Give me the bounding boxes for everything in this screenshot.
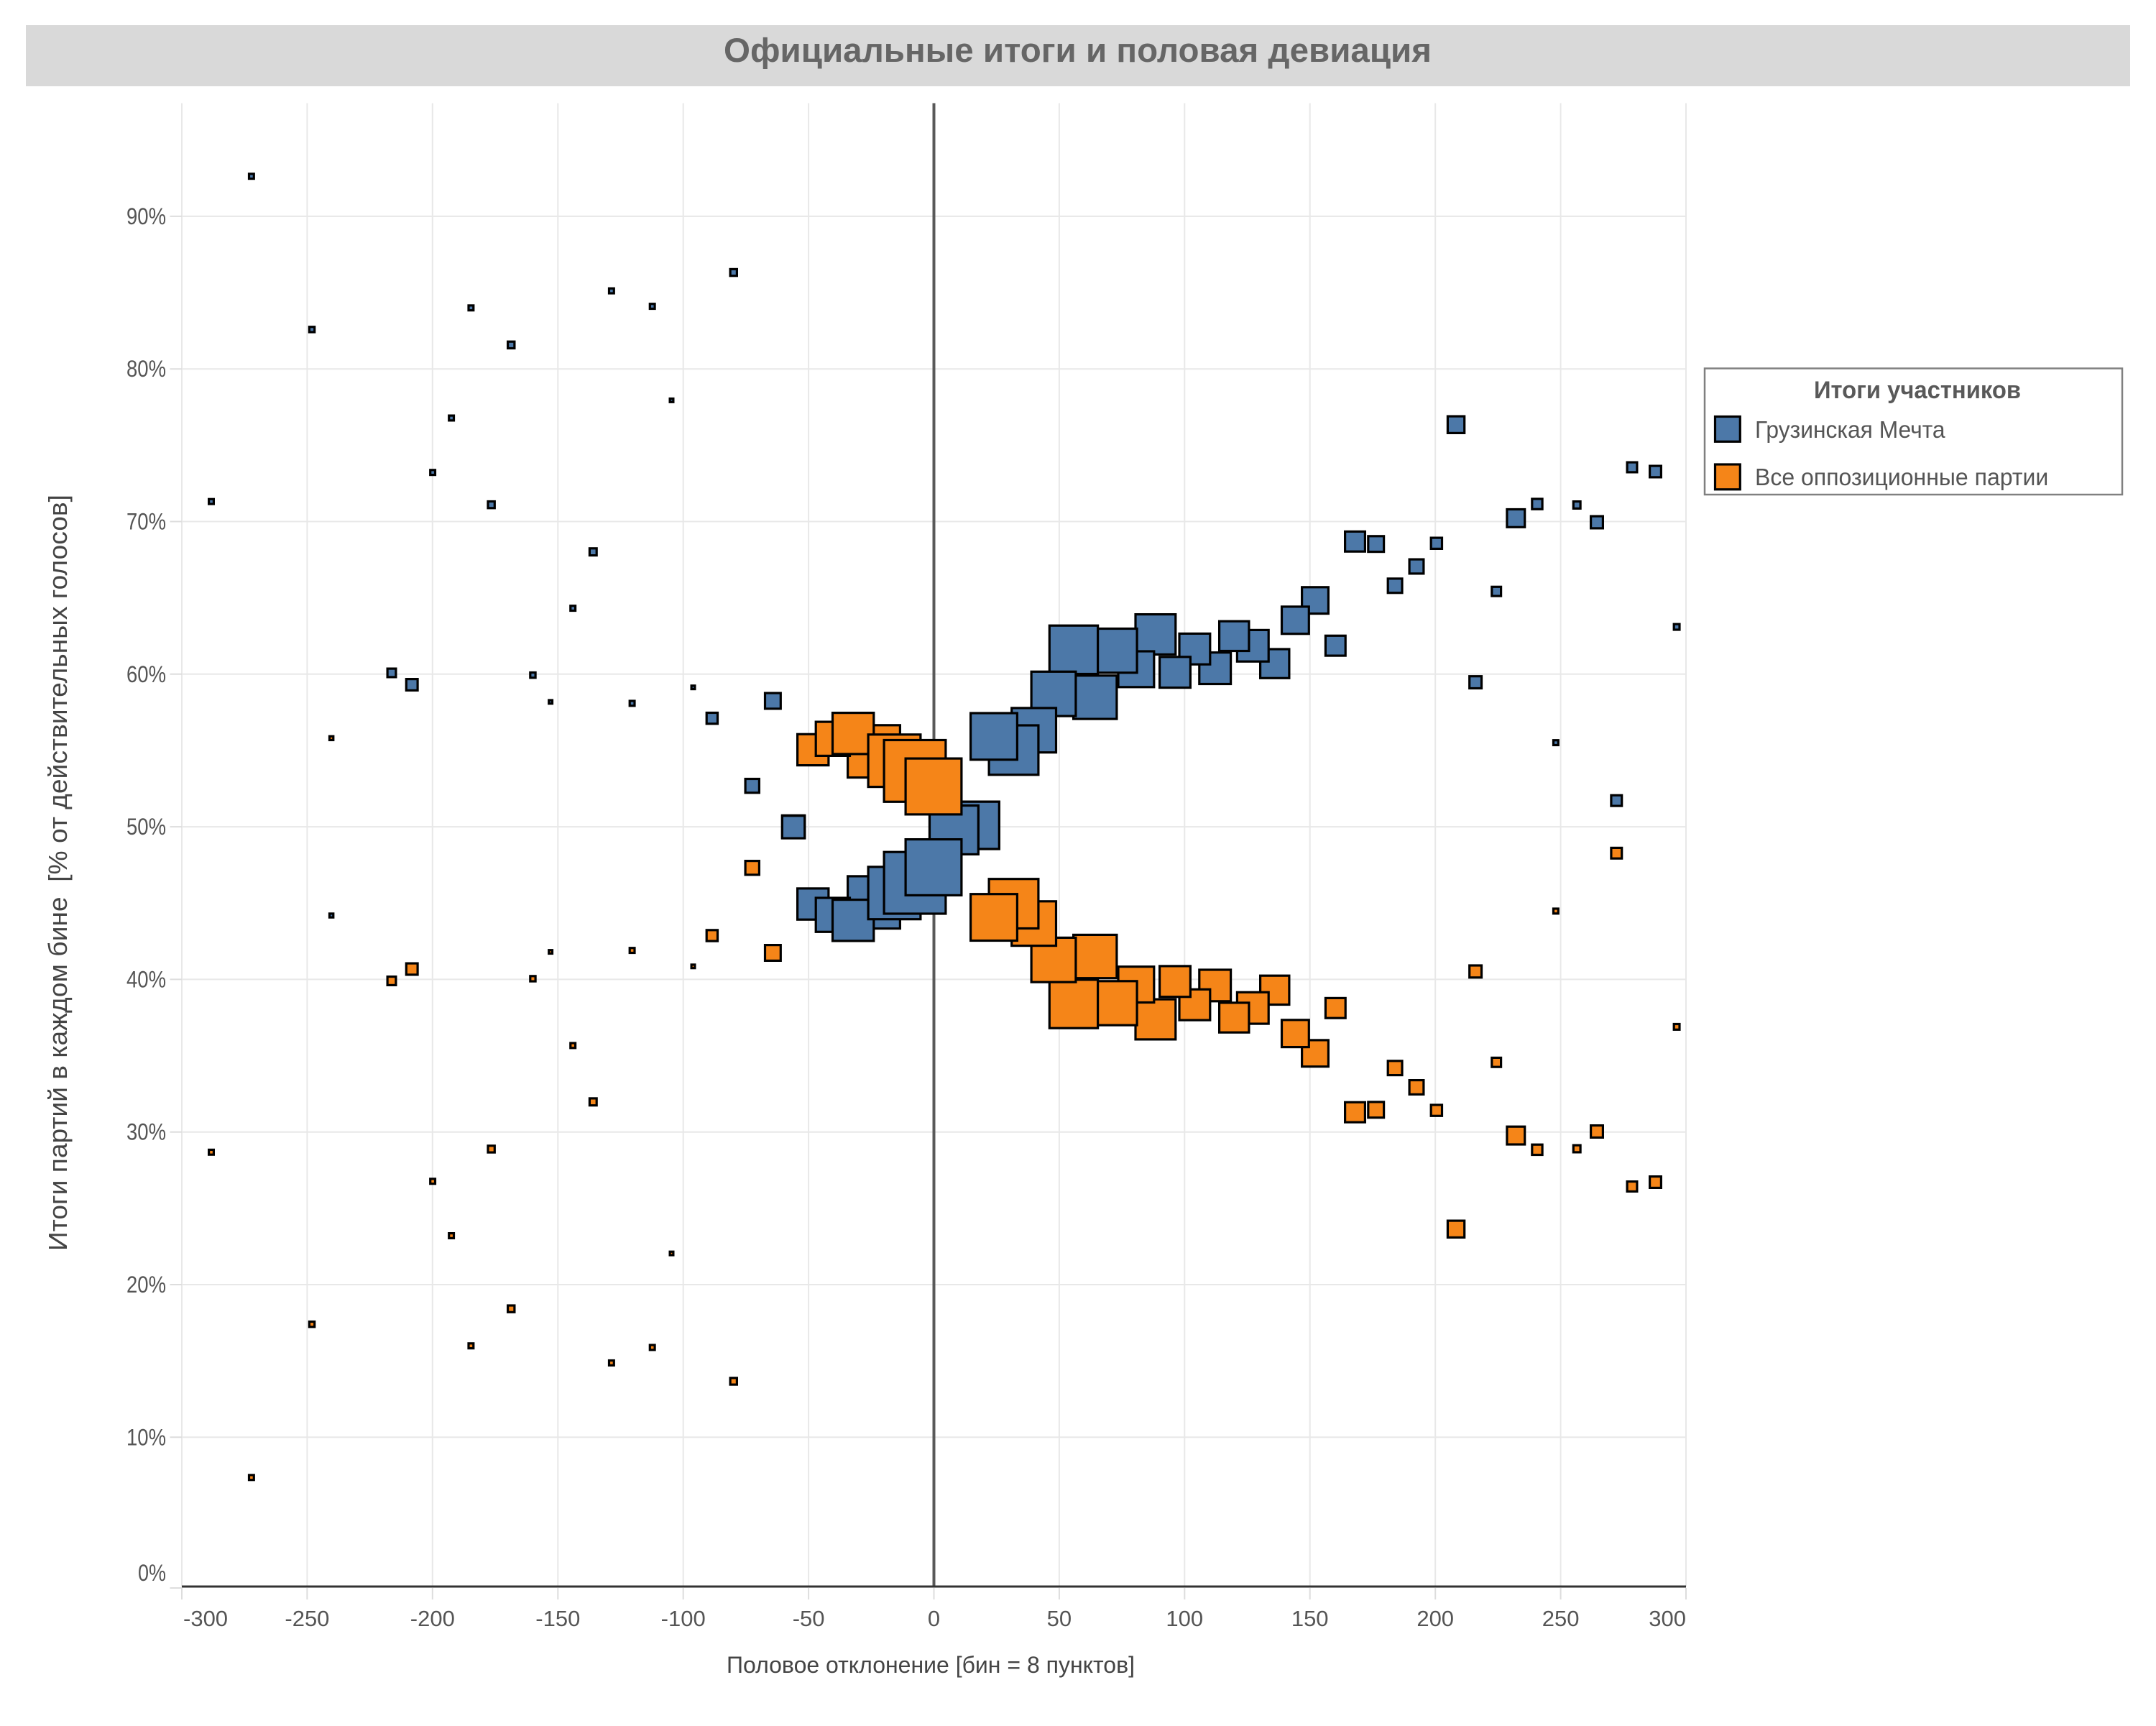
svg-text:40%: 40% xyxy=(126,966,166,992)
svg-text:50: 50 xyxy=(1047,1606,1072,1631)
svg-text:Грузинская Мечта: Грузинская Мечта xyxy=(1755,416,1945,443)
svg-text:-50: -50 xyxy=(793,1606,825,1631)
svg-text:0: 0 xyxy=(928,1606,940,1631)
svg-text:100: 100 xyxy=(1166,1606,1203,1631)
svg-text:-200: -200 xyxy=(410,1606,455,1631)
svg-text:80%: 80% xyxy=(126,356,166,382)
svg-text:-250: -250 xyxy=(285,1606,329,1631)
svg-text:150: 150 xyxy=(1291,1606,1329,1631)
svg-text:90%: 90% xyxy=(126,203,166,229)
svg-text:20%: 20% xyxy=(126,1272,166,1298)
svg-text:200: 200 xyxy=(1416,1606,1454,1631)
svg-text:Официальные итоги и половая де: Официальные итоги и половая девиация xyxy=(724,31,1432,69)
svg-text:60%: 60% xyxy=(126,661,166,687)
svg-text:-300: -300 xyxy=(183,1606,228,1631)
svg-text:Все оппозиционные партии: Все оппозиционные партии xyxy=(1755,464,2048,490)
svg-text:250: 250 xyxy=(1542,1606,1580,1631)
svg-text:30%: 30% xyxy=(126,1119,166,1145)
svg-text:Итоги участников: Итоги участников xyxy=(1814,377,2021,404)
svg-text:-150: -150 xyxy=(535,1606,580,1631)
svg-text:10%: 10% xyxy=(126,1424,166,1450)
svg-text:Итоги партий в каждом бине [%: Итоги партий в каждом бине [% от действи… xyxy=(43,495,73,1251)
svg-text:300: 300 xyxy=(1649,1606,1686,1631)
svg-text:0%: 0% xyxy=(138,1560,166,1586)
svg-text:-100: -100 xyxy=(661,1606,706,1631)
svg-text:70%: 70% xyxy=(126,509,166,535)
svg-text:Половое отклонение [бин = 8 пу: Половое отклонение [бин = 8 пунктов] xyxy=(727,1652,1135,1678)
svg-text:50%: 50% xyxy=(126,814,166,840)
